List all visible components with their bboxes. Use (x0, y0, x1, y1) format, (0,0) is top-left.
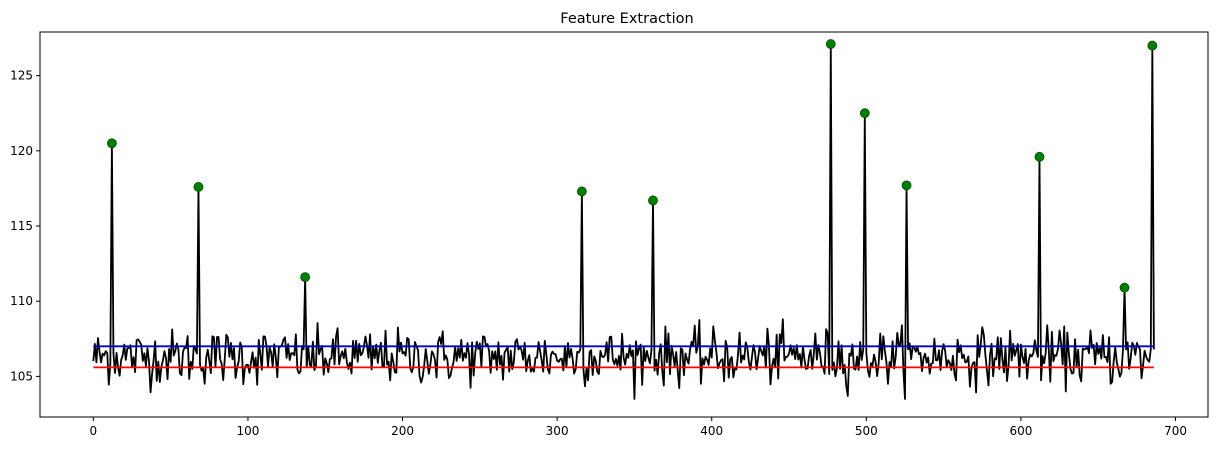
y-axis: 105 110 115 120 125 (10, 69, 40, 383)
peak-marker (648, 195, 658, 206)
x-tick-label: 700 (1164, 424, 1187, 438)
peak-marker (106, 138, 117, 149)
peak-marker (193, 182, 204, 192)
plot-area (92, 39, 1158, 400)
peak-marker (1119, 282, 1130, 293)
y-tick-label: 110 (10, 294, 33, 308)
x-tick-label: 500 (855, 424, 878, 438)
peak-marker (576, 186, 587, 197)
x-tick-label: 200 (391, 424, 414, 438)
axes-frame (39, 31, 1209, 418)
peak-marker (825, 39, 836, 49)
y-tick-label: 125 (10, 69, 33, 83)
x-axis: 0 100 200 300 400 500 600 700 (90, 417, 1187, 438)
x-tick-label: 600 (1009, 424, 1032, 438)
x-tick-label: 300 (546, 424, 569, 438)
x-tick-label: 0 (90, 424, 98, 438)
peak-marker (1147, 40, 1158, 51)
peak-marker (859, 108, 870, 119)
y-tick-label: 105 (10, 369, 33, 383)
signal-line (92, 43, 1155, 400)
y-tick-label: 120 (10, 144, 33, 158)
chart-title: Feature Extraction (560, 11, 693, 27)
x-tick-label: 100 (236, 424, 259, 438)
peak-marker (901, 180, 912, 191)
peak-marker (300, 272, 311, 283)
x-tick-label: 400 (700, 424, 723, 438)
peak-marker (1034, 151, 1045, 162)
y-tick-label: 115 (10, 219, 33, 233)
